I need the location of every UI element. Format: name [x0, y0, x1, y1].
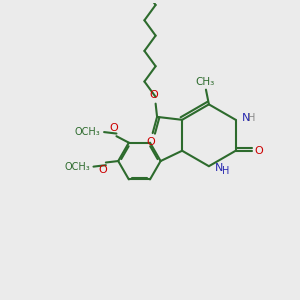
- Text: O: O: [109, 123, 118, 133]
- Text: O: O: [147, 137, 156, 147]
- Text: H: H: [248, 113, 256, 123]
- Text: OCH₃: OCH₃: [75, 127, 101, 137]
- Text: N: N: [215, 163, 223, 173]
- Text: H: H: [221, 167, 229, 176]
- Text: O: O: [255, 146, 264, 156]
- Text: N: N: [242, 113, 250, 123]
- Text: O: O: [98, 166, 107, 176]
- Text: O: O: [150, 90, 158, 100]
- Text: OCH₃: OCH₃: [64, 162, 90, 172]
- Text: CH₃: CH₃: [196, 77, 215, 87]
